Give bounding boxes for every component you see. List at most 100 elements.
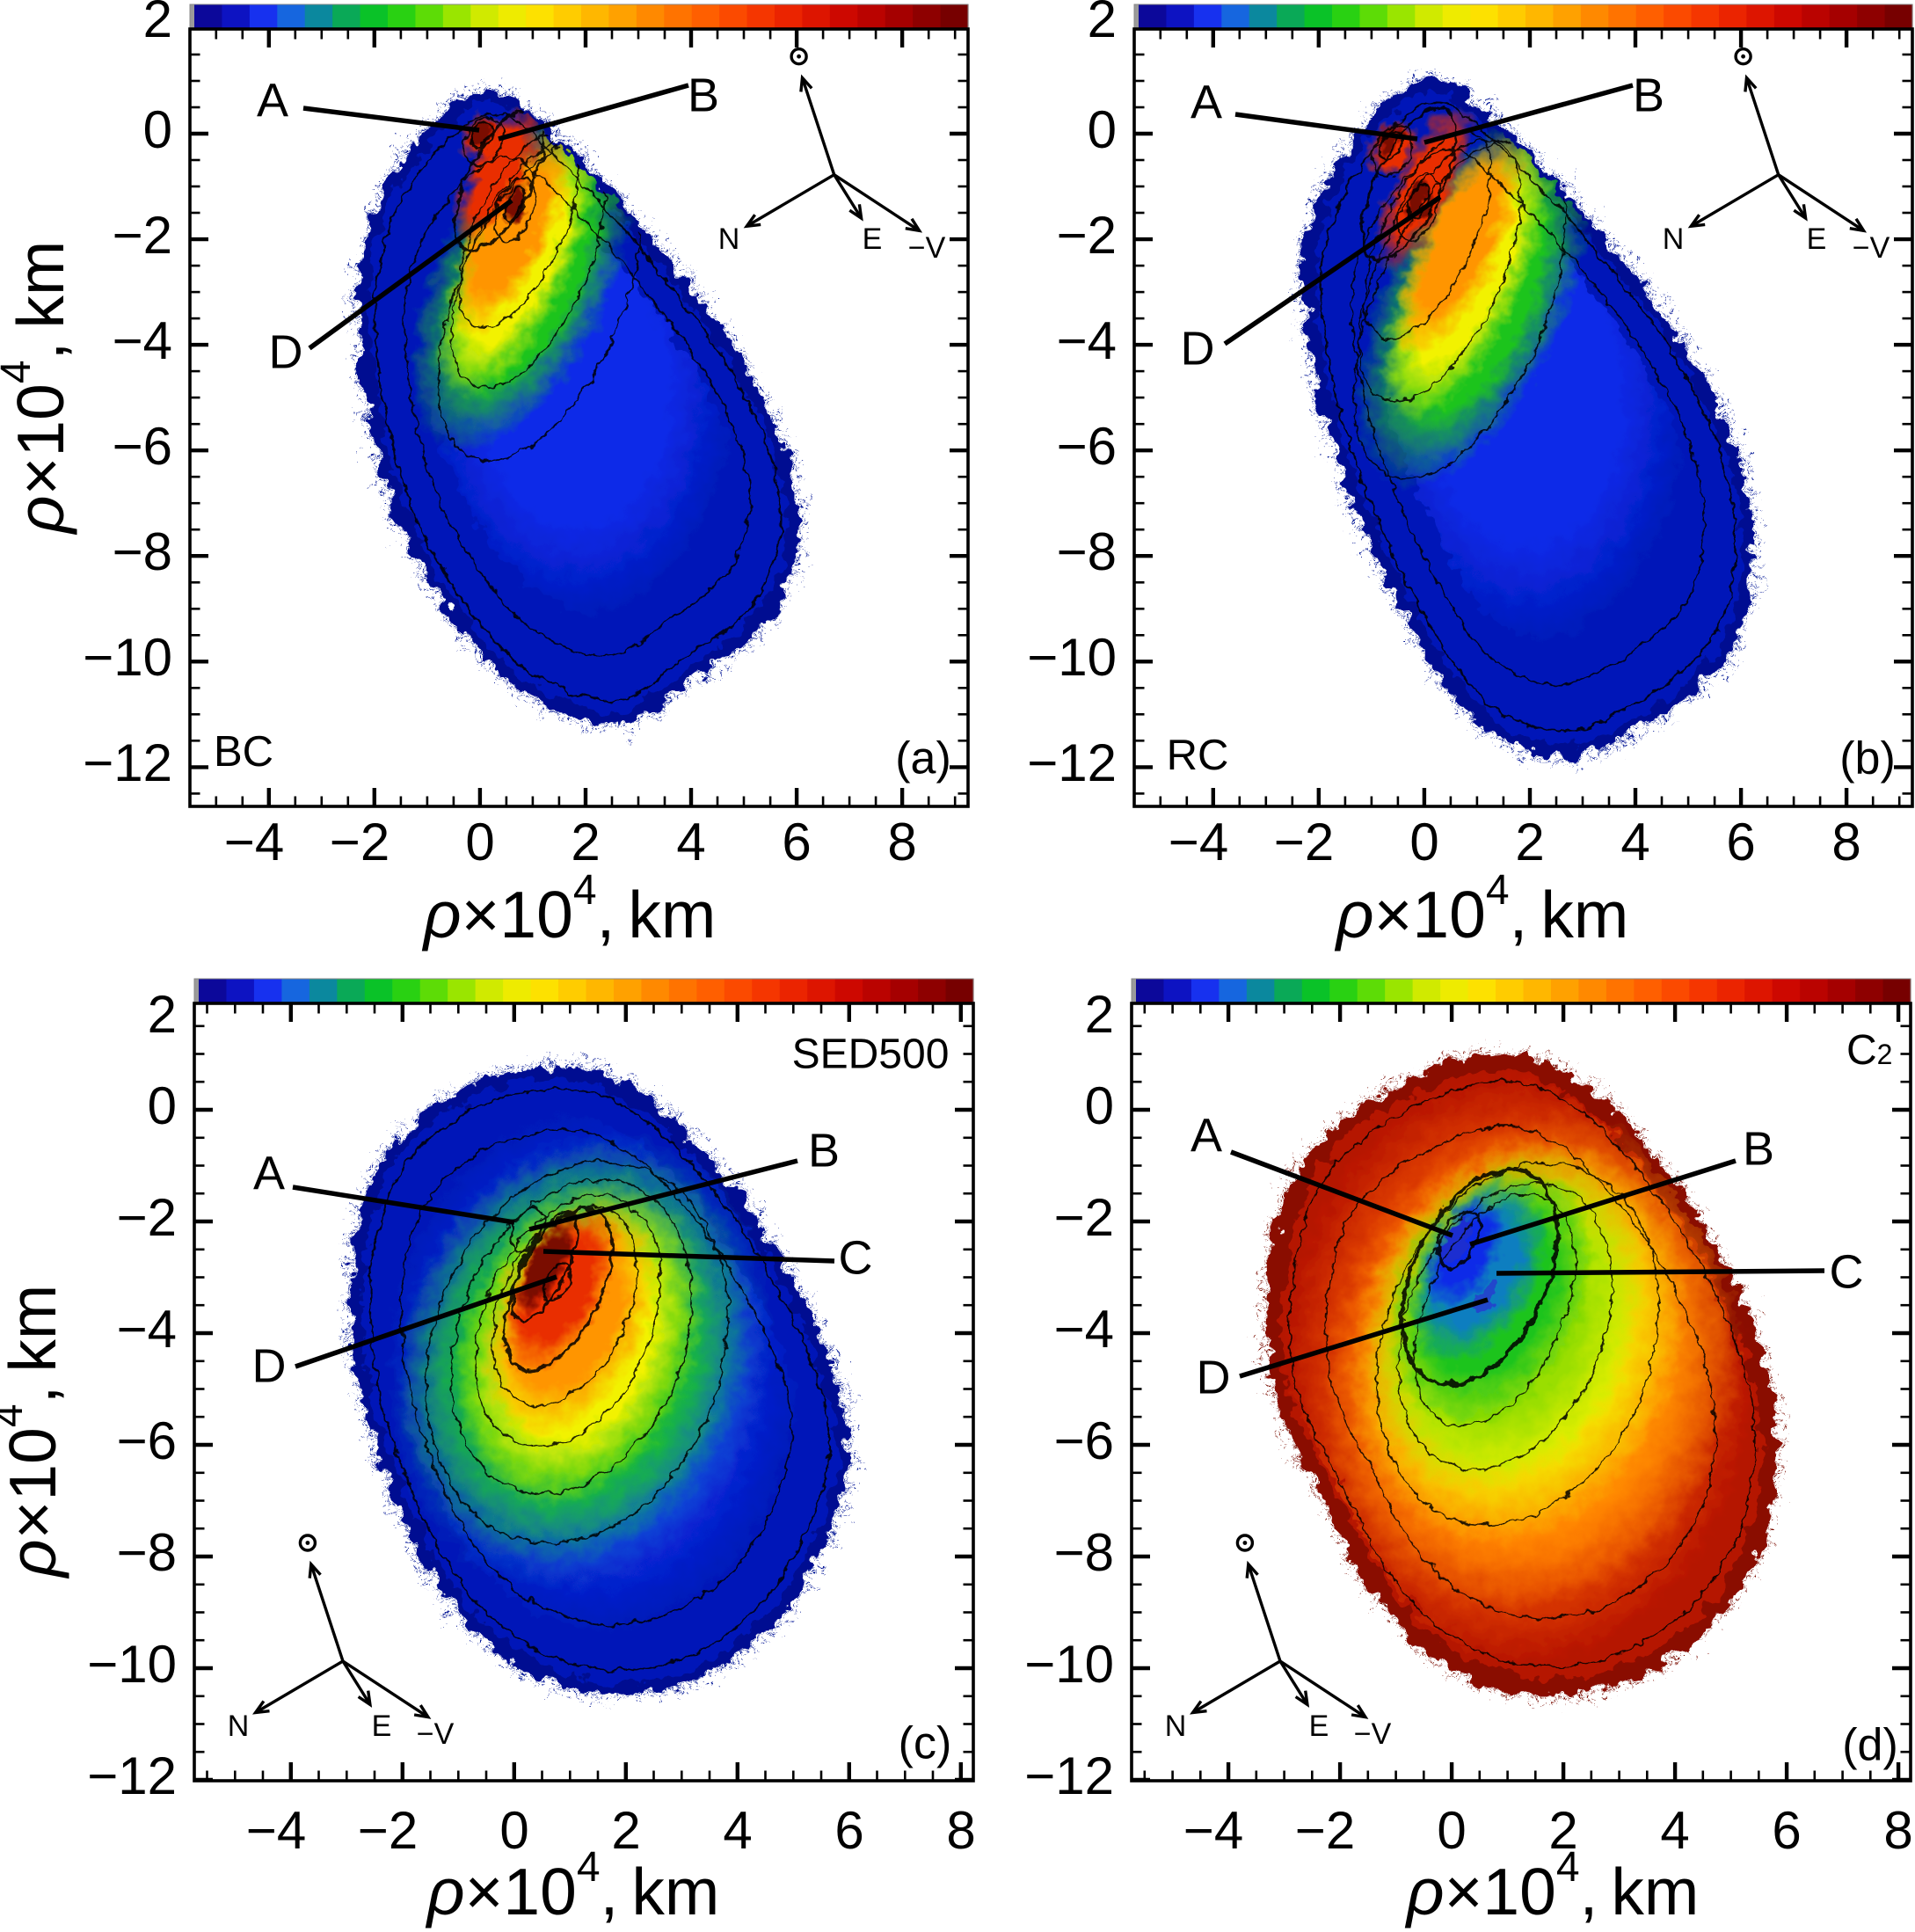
svg-text:4: 4 bbox=[1620, 813, 1649, 871]
svg-text:−10: −10 bbox=[83, 628, 172, 687]
svg-text:−10: −10 bbox=[1024, 1635, 1114, 1694]
svg-text:−12: −12 bbox=[83, 733, 172, 792]
svg-text:−4: −4 bbox=[113, 311, 172, 370]
svg-text:−6: −6 bbox=[1054, 1411, 1114, 1470]
svg-text:E: E bbox=[1807, 222, 1827, 256]
svg-text:D: D bbox=[269, 325, 303, 378]
svg-text:C: C bbox=[839, 1231, 873, 1284]
svg-text:−2: −2 bbox=[1295, 1801, 1355, 1860]
svg-text:8: 8 bbox=[946, 1801, 975, 1860]
svg-text:−2: −2 bbox=[117, 1188, 177, 1247]
svg-text:−8: −8 bbox=[1057, 522, 1117, 581]
svg-text:(a): (a) bbox=[895, 733, 951, 784]
svg-text:−12: −12 bbox=[1024, 1746, 1114, 1805]
svg-text:6: 6 bbox=[1726, 813, 1755, 871]
svg-text:A: A bbox=[1191, 76, 1222, 128]
svg-text:0: 0 bbox=[1437, 1801, 1466, 1860]
svg-text:B: B bbox=[808, 1124, 840, 1177]
svg-text:BC: BC bbox=[214, 728, 273, 776]
svg-text:2: 2 bbox=[1088, 0, 1117, 48]
svg-text:4: 4 bbox=[676, 813, 705, 871]
svg-text:−4: −4 bbox=[246, 1801, 306, 1860]
svg-text:SED500: SED500 bbox=[792, 1032, 950, 1078]
svg-text:RC: RC bbox=[1167, 732, 1229, 779]
svg-text:D: D bbox=[1181, 322, 1215, 375]
svg-text:E: E bbox=[1309, 1710, 1329, 1743]
svg-text:−2: −2 bbox=[113, 206, 172, 265]
svg-text:N: N bbox=[1165, 1710, 1187, 1743]
svg-text:2: 2 bbox=[1548, 1801, 1577, 1860]
svg-text:6: 6 bbox=[834, 1801, 863, 1860]
svg-text:(d): (d) bbox=[1842, 1720, 1898, 1771]
svg-text:N: N bbox=[718, 222, 740, 256]
svg-text:−6: −6 bbox=[113, 417, 172, 476]
svg-text:−4: −4 bbox=[117, 1300, 177, 1359]
svg-text:6: 6 bbox=[1772, 1801, 1801, 1860]
svg-text:N: N bbox=[228, 1710, 250, 1743]
svg-text:8: 8 bbox=[1883, 1801, 1912, 1860]
svg-text:−8: −8 bbox=[117, 1523, 177, 1582]
svg-text:−4: −4 bbox=[1057, 311, 1117, 370]
svg-text:0: 0 bbox=[1409, 813, 1438, 871]
svg-text:C2: C2 bbox=[1846, 1027, 1892, 1074]
svg-text:−V: −V bbox=[1853, 231, 1890, 265]
svg-text:E: E bbox=[372, 1710, 392, 1743]
svg-text:−4: −4 bbox=[1183, 1801, 1243, 1860]
svg-text:A: A bbox=[1191, 1109, 1222, 1162]
svg-text:A: A bbox=[257, 74, 288, 127]
svg-text:ρ×104, km: ρ×104, km bbox=[1405, 1844, 1700, 1928]
svg-text:−10: −10 bbox=[87, 1635, 177, 1694]
svg-text:ρ×104, km: ρ×104, km bbox=[426, 1844, 720, 1928]
svg-text:−6: −6 bbox=[117, 1411, 177, 1470]
svg-text:0: 0 bbox=[499, 1801, 528, 1860]
svg-text:8: 8 bbox=[1831, 813, 1860, 871]
svg-text:−2: −2 bbox=[330, 813, 390, 871]
svg-text:2: 2 bbox=[1085, 985, 1114, 1044]
svg-text:−2: −2 bbox=[1057, 206, 1117, 265]
svg-text:−10: −10 bbox=[1027, 628, 1117, 687]
svg-text:−4: −4 bbox=[224, 813, 284, 871]
svg-text:8: 8 bbox=[887, 813, 916, 871]
svg-text:0: 0 bbox=[1088, 100, 1117, 159]
svg-text:−V: −V bbox=[417, 1717, 455, 1751]
svg-text:0: 0 bbox=[465, 813, 494, 871]
svg-text:0: 0 bbox=[148, 1076, 177, 1135]
svg-text:2: 2 bbox=[571, 813, 600, 871]
svg-text:0: 0 bbox=[143, 100, 172, 159]
svg-text:2: 2 bbox=[148, 985, 177, 1044]
svg-text:(b): (b) bbox=[1839, 733, 1896, 784]
svg-text:−6: −6 bbox=[1057, 417, 1117, 476]
svg-text:−2: −2 bbox=[1274, 813, 1334, 871]
svg-text:6: 6 bbox=[782, 813, 811, 871]
svg-text:−12: −12 bbox=[1027, 733, 1117, 792]
svg-text:4: 4 bbox=[1660, 1801, 1689, 1860]
svg-text:ρ×104, km: ρ×104, km bbox=[422, 867, 717, 951]
svg-text:2: 2 bbox=[1515, 813, 1544, 871]
svg-text:B: B bbox=[1633, 69, 1664, 121]
svg-text:E: E bbox=[863, 222, 883, 256]
svg-text:ρ×104, km: ρ×104, km bbox=[1335, 867, 1629, 951]
svg-text:−8: −8 bbox=[1054, 1523, 1114, 1582]
svg-text:A: A bbox=[253, 1147, 285, 1199]
svg-text:2: 2 bbox=[611, 1801, 640, 1860]
svg-text:ρ×104, km: ρ×104, km bbox=[0, 241, 77, 536]
svg-text:N: N bbox=[1663, 222, 1685, 256]
svg-text:(c): (c) bbox=[899, 1718, 952, 1769]
svg-text:−4: −4 bbox=[1054, 1300, 1114, 1359]
svg-text:−V: −V bbox=[1354, 1717, 1392, 1751]
svg-text:0: 0 bbox=[1085, 1076, 1114, 1135]
svg-text:−2: −2 bbox=[358, 1801, 418, 1860]
svg-text:−8: −8 bbox=[113, 522, 172, 581]
svg-text:B: B bbox=[1743, 1122, 1774, 1175]
svg-text:ρ×104, km: ρ×104, km bbox=[0, 1285, 69, 1579]
svg-text:2: 2 bbox=[143, 0, 172, 48]
svg-text:−4: −4 bbox=[1169, 813, 1228, 871]
svg-text:−12: −12 bbox=[87, 1746, 177, 1805]
svg-text:B: B bbox=[688, 69, 719, 121]
svg-text:D: D bbox=[1197, 1351, 1231, 1403]
svg-text:−V: −V bbox=[908, 231, 946, 265]
svg-text:C: C bbox=[1830, 1245, 1864, 1298]
svg-text:D: D bbox=[252, 1339, 287, 1392]
svg-text:−2: −2 bbox=[1054, 1188, 1114, 1247]
svg-text:4: 4 bbox=[723, 1801, 752, 1860]
